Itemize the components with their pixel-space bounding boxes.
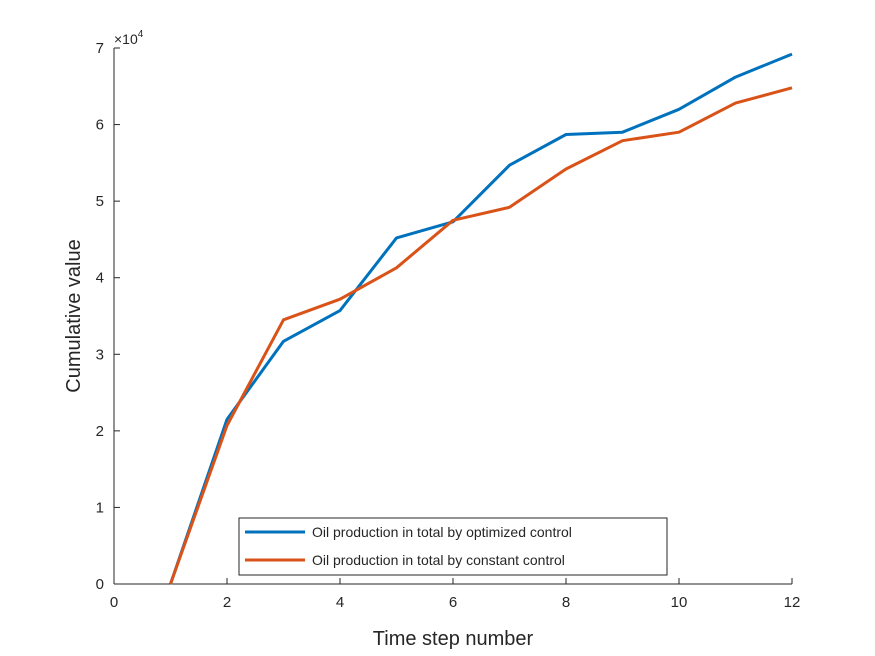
y-tick-label: 1	[96, 499, 104, 516]
axes-frame	[113, 48, 792, 585]
legend-box	[238, 517, 668, 576]
y-axis-label: Cumulative value	[63, 239, 85, 392]
x-ticks: 0 2 4 6 8 10 12	[110, 578, 801, 611]
exponent-base: ×10	[114, 31, 138, 47]
series-line-optimized	[169, 52, 793, 585]
x-tick-label: 12	[784, 594, 801, 611]
x-tick-label: 8	[562, 594, 570, 611]
y-tick-label: 3	[96, 346, 104, 363]
y-tick-label: 0	[96, 576, 104, 593]
series-line-constant	[169, 86, 793, 585]
x-tick-label: 6	[449, 594, 457, 611]
legend: Oil production in total by optimized con…	[238, 517, 668, 576]
y-tick-label: 4	[96, 270, 104, 287]
series-lines	[169, 52, 793, 585]
y-axis-exponent: ×104	[114, 29, 144, 47]
y-ticks: 0 1 2 3 4 5 6 7	[96, 40, 120, 593]
x-tick-label: 10	[671, 594, 688, 611]
y-tick-label: 7	[96, 40, 104, 57]
exponent-power: 4	[138, 29, 144, 40]
legend-label-constant: Oil production in total by constant cont…	[312, 552, 565, 568]
x-axis-label: Time step number	[373, 628, 534, 650]
y-tick-label: 5	[96, 193, 104, 210]
x-tick-label: 0	[110, 594, 118, 611]
legend-label-optimized: Oil production in total by optimized con…	[312, 524, 572, 540]
y-tick-label: 6	[96, 117, 104, 134]
x-tick-label: 2	[223, 594, 231, 611]
y-tick-label: 2	[96, 423, 104, 440]
x-tick-label: 4	[336, 594, 344, 611]
